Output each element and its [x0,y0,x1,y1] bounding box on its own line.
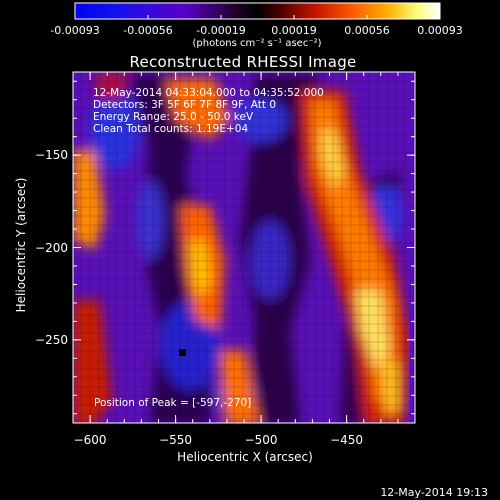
x-tick-label: −450 [330,433,364,447]
plot-datestamp: 12-May-2014 19:13 [380,486,488,499]
heatmap-image [73,72,415,423]
x-tick-label: −550 [159,433,193,447]
x-axis-label: Heliocentric X (arcsec) [177,450,313,464]
x-tick-label: −600 [73,433,107,447]
colorbar-tick-label: 0.00093 [417,24,463,37]
annotation-detectors: Detectors: 3F 5F 6F 7F 8F 9F, Att 0 [93,99,277,111]
y-tick-label: −250 [35,332,68,347]
annotation-energy-range: Energy Range: 25.0 - 50.0 keV [93,111,254,123]
colorbar-gradient [74,2,441,20]
y-axis-label: Heliocentric Y (arcsec) [14,177,28,313]
colorbar-tick-label: 0.00056 [344,24,390,37]
colorbar-tick-label: -0.00056 [123,24,173,37]
y-tick-label: −150 [35,148,68,163]
annotation-clean-counts: Clean Total counts: 1.19E+04 [93,123,249,135]
x-tick-label: −500 [244,433,278,447]
colorbar-unit-label: (photons cm⁻² s⁻¹ asec⁻²) [192,38,322,49]
peak-position-label: Position of Peak = [-597,-270] [94,397,252,409]
chart-title: Reconstructed RHESSI Image [129,53,357,71]
colorbar-tick-label: 0.00019 [271,24,317,37]
annotation-time-range: 12-May-2014 04:33:04.000 to 04:35:52.000 [93,87,324,99]
colorbar-tick-label: -0.00093 [50,24,100,37]
y-tick-label: −200 [35,240,68,255]
colorbar [74,2,441,20]
colorbar-tick-label: -0.00019 [196,24,246,37]
